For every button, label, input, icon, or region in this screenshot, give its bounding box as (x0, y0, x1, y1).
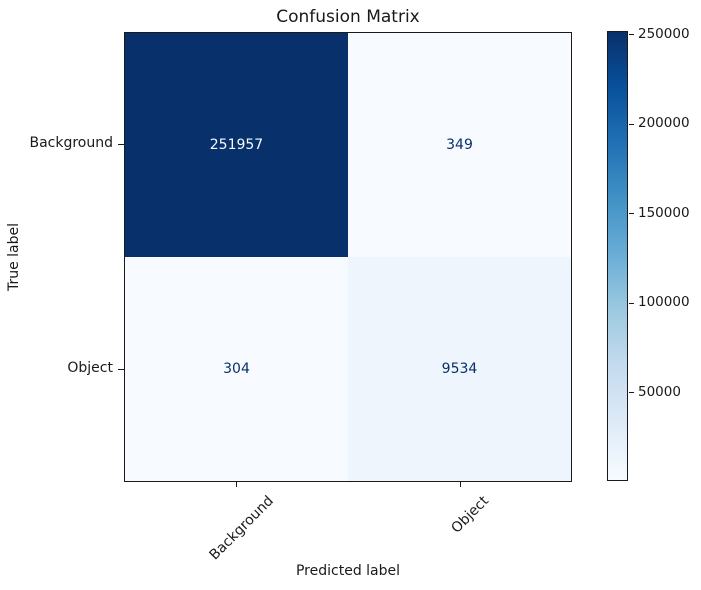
y-tick-label-object: Object (67, 360, 113, 376)
x-tick-mark (460, 482, 461, 487)
colorbar-tick-label: 50000 (638, 384, 681, 400)
colorbar-tick-mark (629, 392, 634, 393)
y-axis-label: True label (6, 222, 22, 292)
matrix-cell-true-object-pred-background: 304 (125, 257, 348, 481)
colorbar-tick-mark (629, 303, 634, 304)
colorbar-tick-label: 200000 (638, 115, 690, 131)
matrix-cell-true-background-pred-background: 251957 (125, 33, 348, 257)
chart-title: Confusion Matrix (276, 7, 420, 27)
x-tick-label-object: Object (448, 493, 493, 537)
y-tick-mark (118, 144, 124, 145)
colorbar-tick-mark (629, 213, 634, 214)
colorbar-tick-label: 100000 (638, 294, 690, 310)
colorbar (607, 31, 628, 481)
x-tick-mark (236, 482, 237, 487)
colorbar-tick-mark (629, 124, 634, 125)
matrix-cell-true-object-pred-object: 9534 (348, 257, 571, 481)
x-axis-label: Predicted label (295, 563, 401, 579)
colorbar-tick-mark (629, 34, 634, 35)
x-tick-label-background: Background (206, 493, 278, 564)
confusion-matrix-heatmap: 251957 349 304 9534 (124, 32, 572, 482)
matrix-cell-true-background-pred-object: 349 (348, 33, 571, 257)
y-tick-mark (118, 369, 124, 370)
colorbar-tick-label: 150000 (638, 205, 690, 221)
y-tick-label-background: Background (29, 135, 113, 151)
colorbar-tick-label: 250000 (638, 26, 690, 42)
